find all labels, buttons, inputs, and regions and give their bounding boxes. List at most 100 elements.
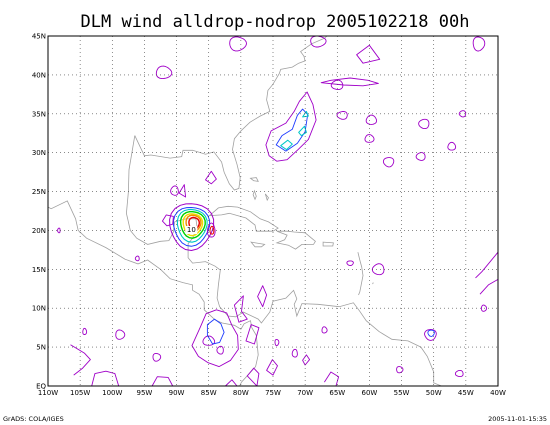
wind-contour [302, 354, 311, 366]
map-title: DLM wind alldrop-nodrop 2005102218 00h [81, 12, 470, 32]
wind-contour [472, 36, 486, 52]
x-tick-label: 75W [265, 389, 281, 397]
wind-contour [330, 79, 344, 91]
pacific-coastline [47, 200, 259, 387]
jamaica-island [250, 241, 266, 248]
wind-contour [245, 324, 260, 345]
y-tick-label: 20N [32, 227, 46, 235]
wind-contour [206, 222, 216, 238]
wind-contour [216, 345, 224, 355]
wind-contour [371, 263, 385, 276]
wind-contour [225, 379, 238, 387]
wind-contour [257, 285, 268, 308]
y-tick-label: EQ [36, 383, 46, 391]
wind-contour [274, 338, 280, 347]
puerto-rico-island [322, 241, 334, 247]
wind-contour [310, 35, 327, 48]
wind-contour [205, 170, 217, 185]
wind-contour [475, 251, 499, 279]
wind-contour [302, 110, 309, 118]
cuba-island [208, 205, 279, 232]
wind-contour [418, 118, 430, 130]
x-tick-label: 45W [458, 389, 474, 397]
wind-contour [382, 157, 395, 168]
wind-contour [447, 141, 457, 151]
lat-lon-grid [48, 36, 498, 386]
bahamas-island [249, 177, 259, 182]
wind-contour [454, 369, 464, 378]
wind-contour [365, 114, 377, 125]
wind-contour [202, 335, 216, 346]
y-tick-label: 45N [32, 33, 46, 41]
wind-contour [364, 134, 375, 143]
x-tick-label: 100W [102, 389, 122, 397]
wind-contour [161, 214, 174, 227]
wind-contour [266, 359, 278, 376]
x-tick-label: 65W [329, 389, 345, 397]
wind-contour [346, 260, 354, 267]
wind-contour [70, 344, 91, 376]
barbados-island [372, 282, 374, 285]
wind-contour [324, 371, 340, 387]
wind-contour [480, 304, 488, 312]
wind-contour [57, 227, 61, 234]
wind-contour [209, 225, 215, 235]
gulf-caribbean-coastline [125, 135, 442, 387]
x-tick-label: 60W [362, 389, 378, 397]
x-tick-label: 105W [70, 389, 90, 397]
wind-contour [179, 211, 206, 239]
wind-contour [427, 329, 435, 337]
footer-credit: GrADS: COLA/IGES [3, 415, 64, 423]
wind-contour [115, 329, 126, 340]
wind-contour [336, 111, 348, 120]
wind-contour [415, 152, 426, 161]
contour-labels: 10 [185, 226, 198, 234]
wind-contour [233, 295, 248, 323]
wind-contour [176, 209, 208, 243]
wind-contour [155, 65, 173, 80]
y-tick-label: 40N [32, 71, 46, 79]
hispaniola-island [275, 230, 316, 250]
map-frame [47, 35, 499, 387]
latitude-tick-labels: EQ 5N 10N 15N 20N 25N 30N 35N 40N 45N [32, 33, 47, 391]
wind-contour [424, 329, 437, 341]
bahamas-island [252, 189, 257, 201]
wind-contour [191, 309, 239, 368]
y-tick-label: 35N [32, 110, 46, 118]
wind-contour [356, 44, 381, 64]
wind-contour [151, 376, 174, 387]
wind-contour [320, 77, 379, 87]
x-tick-label: 80W [233, 389, 249, 397]
wind-contour [152, 352, 162, 362]
x-tick-label: 50W [426, 389, 442, 397]
x-tick-label: 110W [38, 389, 58, 397]
wind-contour [178, 184, 187, 198]
wind-contour [321, 326, 328, 334]
wind-contour [206, 318, 225, 345]
wind-contour [169, 203, 215, 251]
wind-contour [173, 207, 211, 247]
y-tick-label: 30N [32, 149, 46, 157]
contour-value-label: 10 [187, 226, 196, 234]
x-tick-label: 40W [490, 389, 506, 397]
y-tick-label: 10N [32, 305, 46, 313]
wind-contour [134, 255, 140, 262]
wind-contour [82, 327, 88, 335]
bahamas-island [264, 193, 269, 202]
coastline [47, 35, 442, 387]
wind-difference-contours [57, 35, 499, 387]
wind-contour [246, 367, 260, 387]
y-tick-label: 25N [32, 188, 46, 196]
y-tick-label: 5N [36, 344, 46, 352]
lesser-antilles [357, 252, 364, 296]
wind-contour [91, 370, 120, 387]
footer-timestamp: 2005-11-01-15:35 [488, 415, 547, 423]
x-tick-label: 90W [169, 389, 185, 397]
wind-contour [298, 125, 307, 137]
wind-contour [291, 348, 298, 358]
longitude-tick-labels: 110W 105W 100W 95W 90W 85W 80W 75W 70W 65W 60W 55W 5… [38, 389, 506, 397]
contour-label-background [185, 226, 198, 234]
y-tick-label: 15N [32, 266, 46, 274]
us-east-coastline [134, 35, 328, 191]
